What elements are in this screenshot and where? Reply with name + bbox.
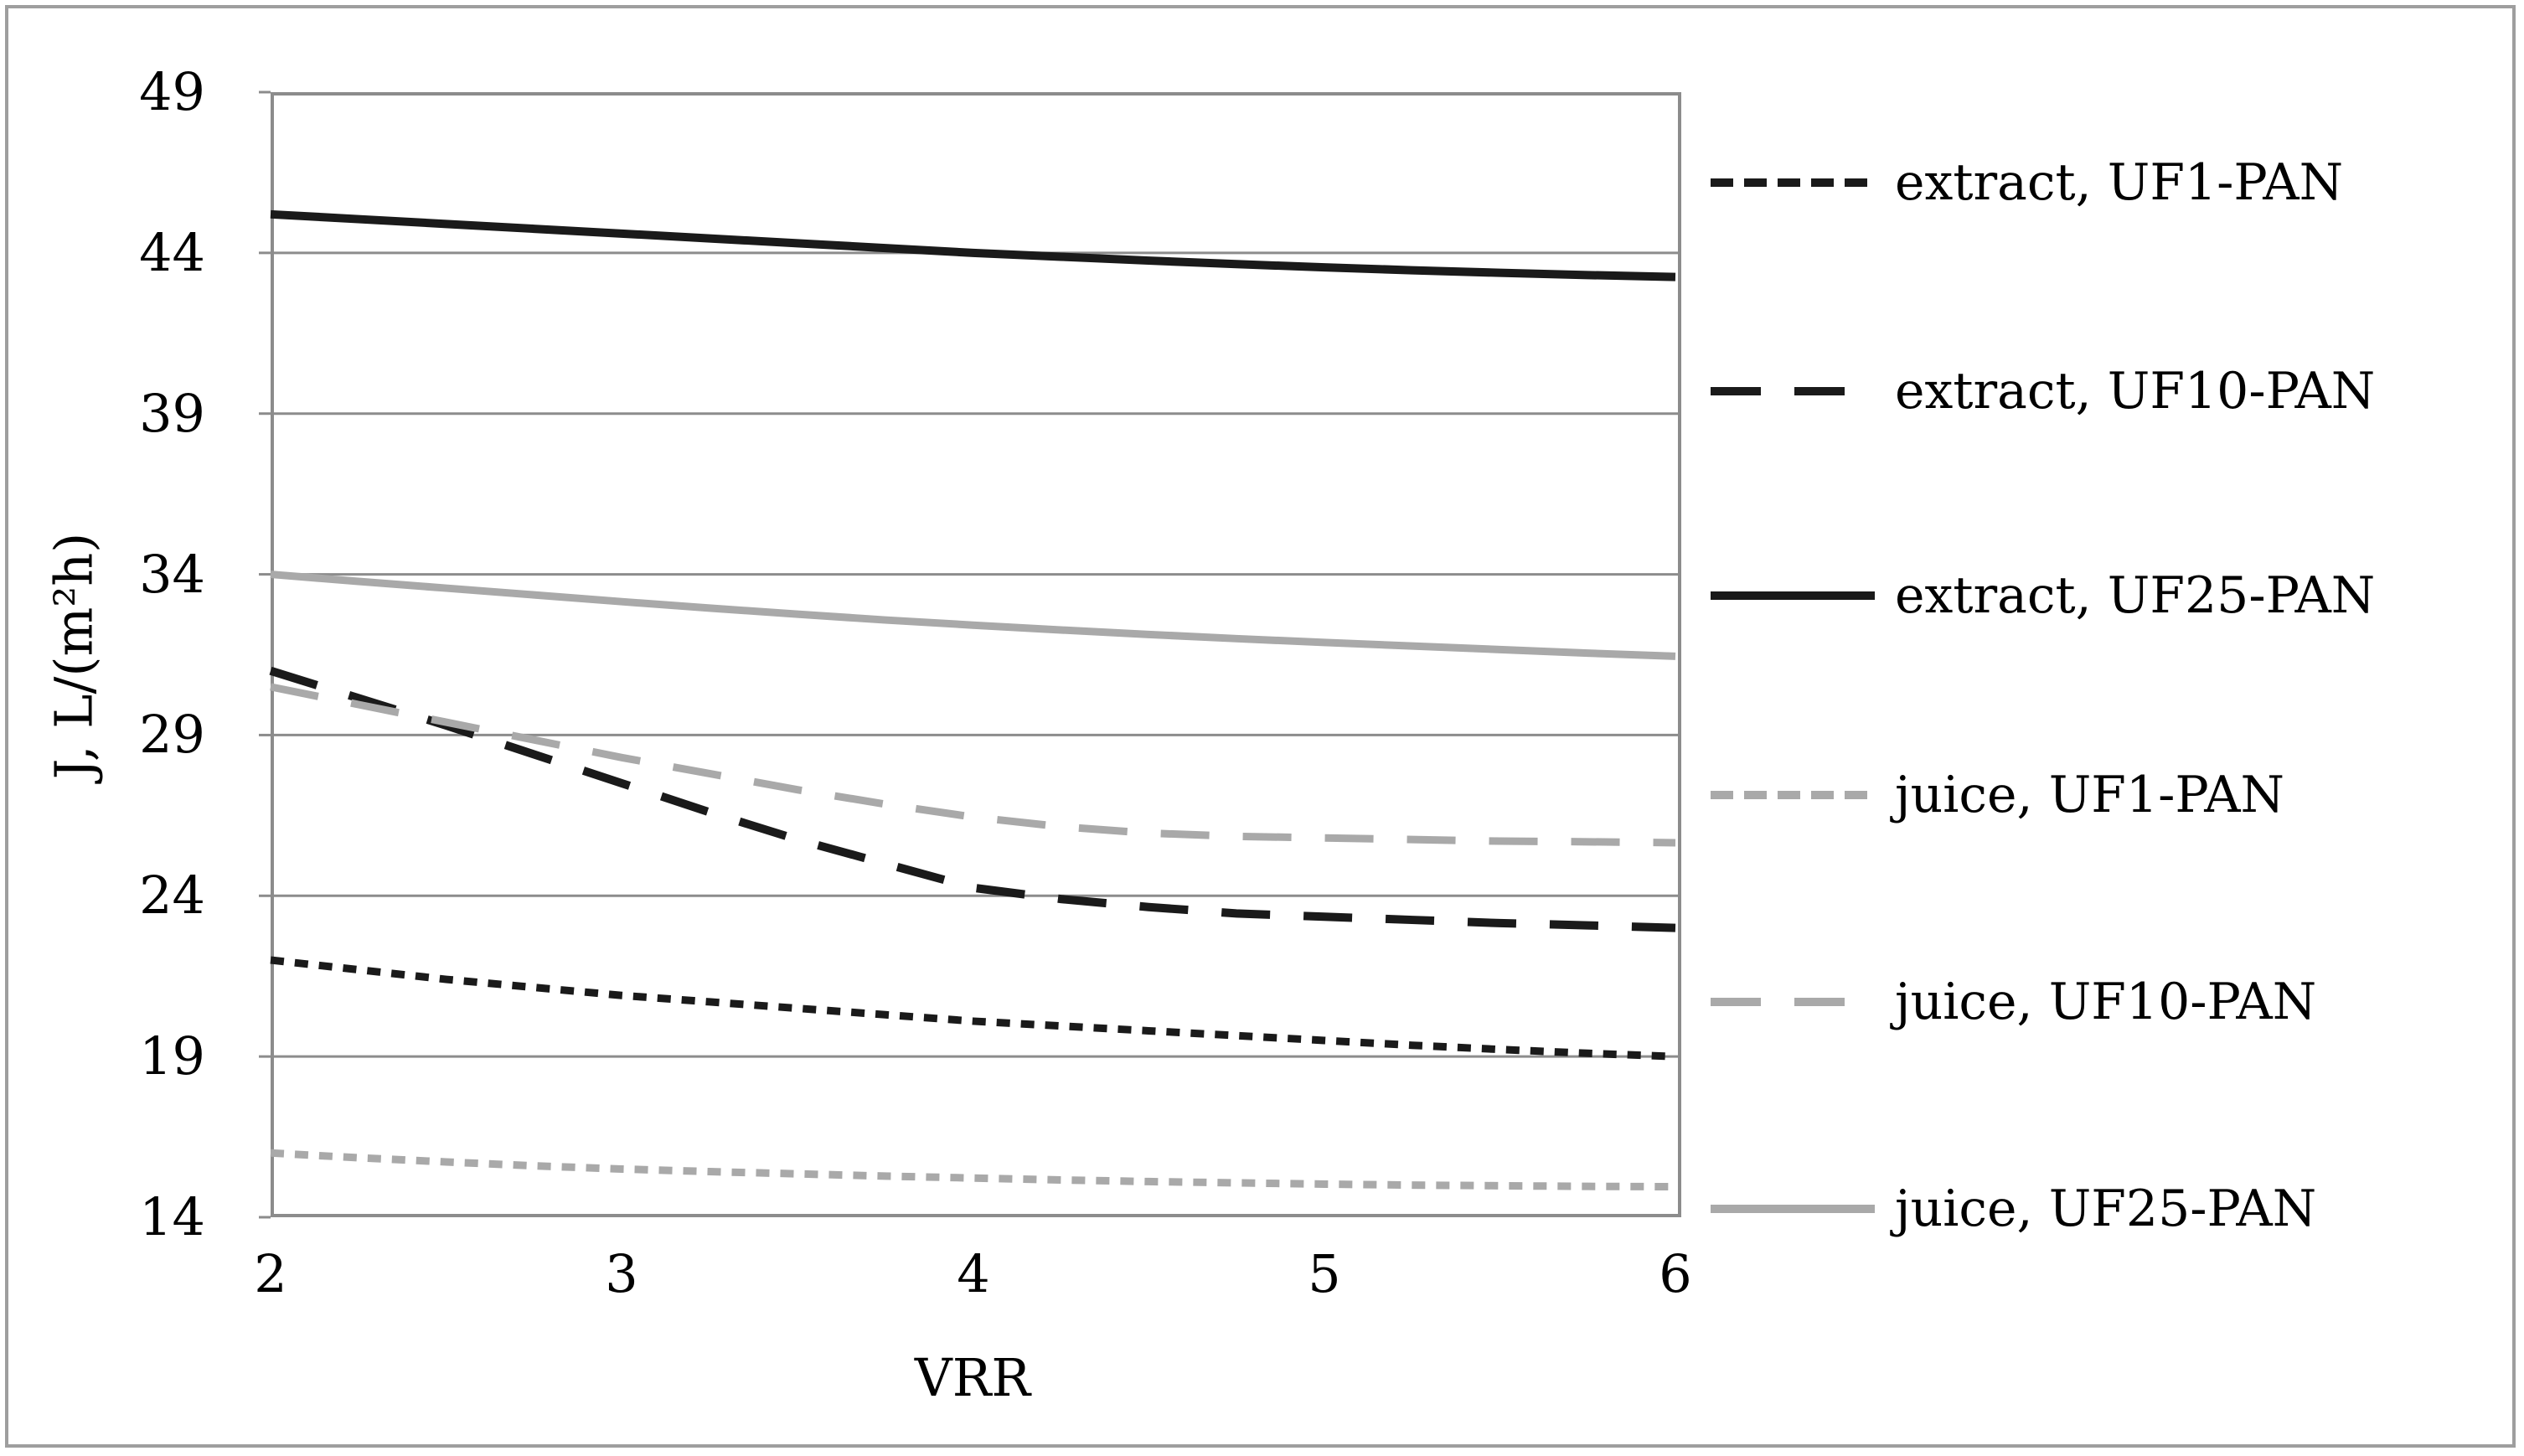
- legend-label: extract, UF10-PAN: [1895, 362, 2376, 421]
- legend-line-swatch: [1711, 791, 1875, 799]
- legend-line-swatch: [1711, 591, 1875, 600]
- y-tick-label: 49: [139, 61, 205, 122]
- legend-label: juice, UF1-PAN: [1895, 766, 2285, 824]
- legend-line-swatch: [1711, 178, 1875, 187]
- legend-label: juice, UF25-PAN: [1895, 1180, 2317, 1238]
- legend-label: extract, UF25-PAN: [1895, 566, 2376, 625]
- series-extract-uf1-pan: [270, 956, 1676, 1061]
- legend-label: extract, UF1-PAN: [1895, 153, 2344, 212]
- legend-line-swatch: [1711, 1205, 1875, 1213]
- x-tick-label: 3: [605, 1243, 638, 1304]
- legend-item-juice-uf1: juice, UF1-PAN: [1709, 762, 2496, 829]
- y-tick-label: 39: [139, 383, 205, 444]
- x-tick-label: 4: [957, 1243, 990, 1304]
- legend-item-extract-uf1: extract, UF1-PAN: [1709, 149, 2496, 216]
- plot-border: [271, 92, 1681, 1217]
- legend-item-juice-uf10: juice, UF10-PAN: [1709, 968, 2496, 1035]
- y-tick-label: 44: [139, 222, 205, 283]
- x-axis-title: VRR: [914, 1347, 1031, 1408]
- series-juice-uf1-pan: [270, 1149, 1676, 1191]
- legend-item-juice-uf25: juice, UF25-PAN: [1709, 1175, 2496, 1242]
- x-tick-label: 5: [1308, 1243, 1341, 1304]
- series-extract-uf25-pan: [270, 209, 1676, 281]
- y-tick-label: 14: [139, 1186, 205, 1247]
- y-tick-label: 29: [139, 704, 205, 765]
- x-tick-label: 2: [254, 1243, 287, 1304]
- legend-label: juice, UF10-PAN: [1895, 973, 2317, 1031]
- plot-svg: [259, 90, 1681, 1219]
- legend-line-swatch: [1711, 387, 1875, 395]
- series-extract-uf10-pan: [269, 666, 1676, 932]
- y-tick-label: 19: [139, 1025, 205, 1087]
- figure-border: [5, 5, 2516, 1448]
- legend-item-extract-uf25: extract, UF25-PAN: [1709, 562, 2496, 629]
- series-juice-uf10-pan: [270, 683, 1676, 847]
- y-tick-label: 34: [139, 544, 205, 605]
- y-axis-title: J, L/(m²h): [43, 532, 105, 780]
- legend-item-extract-uf10: extract, UF10-PAN: [1709, 358, 2496, 425]
- y-tick-label: 24: [139, 865, 205, 926]
- legend-line-swatch: [1711, 998, 1875, 1006]
- series-juice-uf25-pan: [270, 571, 1676, 660]
- x-tick-label: 6: [1659, 1243, 1692, 1304]
